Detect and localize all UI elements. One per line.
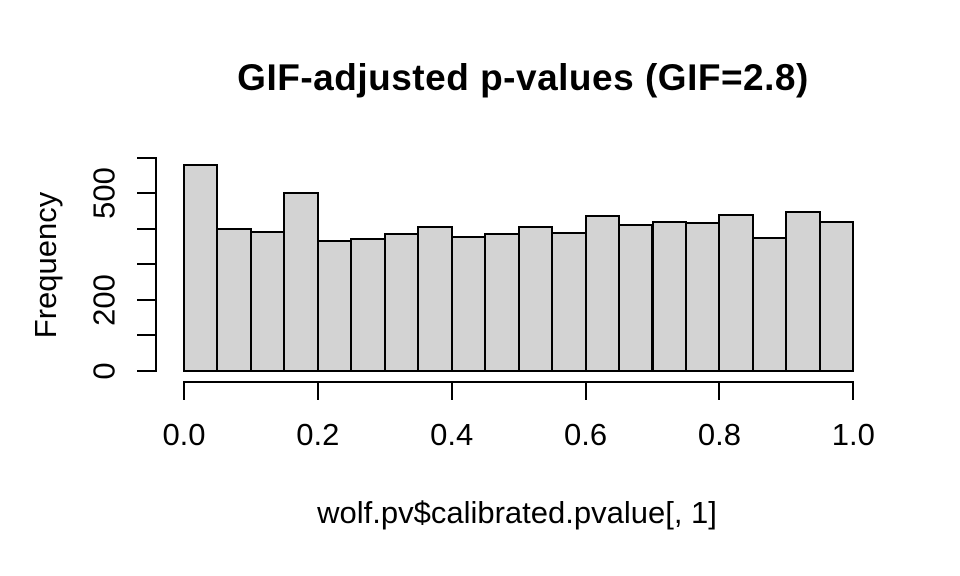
histogram-bar <box>517 225 554 372</box>
x-axis-tick <box>718 381 721 400</box>
x-tick-label: 0.2 <box>296 417 340 452</box>
x-axis-title: wolf.pv$calibrated.pvalue[, 1] <box>317 495 717 530</box>
histogram-bar <box>684 222 721 372</box>
y-tick-label: 500 <box>86 167 122 220</box>
histogram-bar <box>718 214 754 372</box>
histogram-bar <box>183 163 219 372</box>
y-axis-line <box>155 156 157 372</box>
x-tick-label: 0.0 <box>162 417 206 452</box>
x-axis-line <box>183 380 855 383</box>
histogram-bar <box>283 191 319 372</box>
x-axis-tick <box>316 381 319 400</box>
y-axis-tick <box>137 192 156 195</box>
y-tick-label: 200 <box>86 273 122 326</box>
x-tick-label: 1.0 <box>831 417 875 452</box>
x-axis-tick <box>584 381 587 400</box>
x-axis-tick <box>450 381 453 400</box>
y-axis-tick <box>137 334 156 337</box>
histogram-bar <box>383 233 420 372</box>
histogram-bar <box>751 237 788 372</box>
x-axis-tick <box>183 381 185 400</box>
y-axis-tick <box>137 263 156 266</box>
x-axis-tick <box>852 381 855 400</box>
histogram-bar <box>350 238 386 372</box>
y-axis-tick <box>137 369 156 372</box>
y-tick-label: 0 <box>86 362 122 380</box>
x-tick-label: 0.4 <box>430 417 474 452</box>
histogram-bar <box>818 221 855 372</box>
y-axis-tick <box>137 298 156 301</box>
histogram-bar <box>785 211 821 372</box>
y-axis-tick <box>137 227 156 230</box>
x-tick-label: 0.8 <box>697 417 741 452</box>
histogram-bar <box>316 239 353 372</box>
histogram-bar <box>450 235 487 372</box>
y-axis-title: Frequency <box>28 191 63 339</box>
histogram-bar <box>484 232 520 372</box>
x-tick-label: 0.6 <box>564 417 608 452</box>
histogram-bar <box>216 227 252 372</box>
histogram-bar <box>249 231 286 372</box>
histogram-bar <box>551 232 587 372</box>
histogram-bar <box>618 223 654 372</box>
chart-title: GIF-adjusted p-values (GIF=2.8) <box>237 57 809 98</box>
y-axis-tick <box>137 156 156 159</box>
histogram-bar <box>417 225 453 372</box>
histogram-bar <box>584 215 621 372</box>
histogram-bar <box>651 221 687 372</box>
